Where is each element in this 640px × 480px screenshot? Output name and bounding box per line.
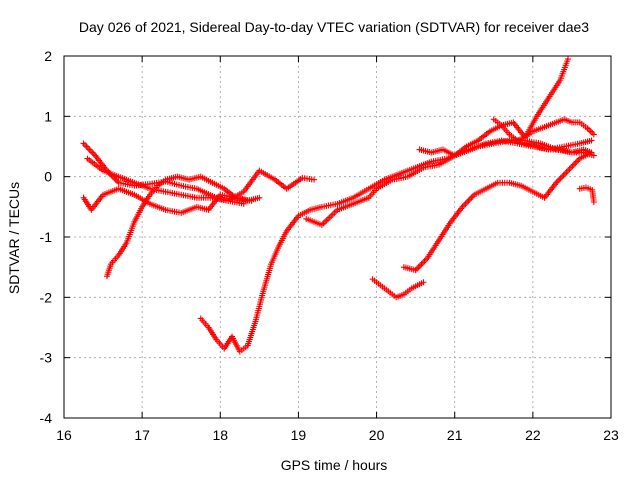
x-tick-label: 16: [56, 427, 72, 443]
axis-tick-labels: 16 17 18 19 20 21 22 23 -4 -3 -2 -1 0 1 2: [40, 48, 619, 443]
y-tick-label: 1: [44, 108, 52, 124]
series-track-h: [400, 149, 595, 274]
series-track-k: [522, 140, 597, 159]
x-tick-label: 18: [212, 427, 228, 443]
series-track-l: [576, 184, 597, 206]
x-tick-label: 21: [447, 427, 463, 443]
data-point: [256, 194, 263, 201]
axis-ticks: [63, 55, 612, 419]
x-tick-label: 17: [134, 427, 150, 443]
series-track-g: [369, 276, 427, 301]
series-track-j: [490, 116, 597, 144]
y-tick-label: -1: [40, 229, 53, 245]
x-tick-label: 23: [603, 427, 619, 443]
data-point: [590, 199, 597, 206]
data-point: [565, 56, 572, 63]
x-axis-label: GPS time / hours: [281, 457, 388, 473]
series-track-c: [84, 155, 247, 207]
y-tick-label: 2: [44, 48, 52, 64]
y-tick-label: 0: [44, 169, 52, 185]
y-tick-label: -4: [40, 410, 53, 426]
y-tick-label: -2: [40, 289, 53, 305]
x-tick-label: 22: [525, 427, 541, 443]
x-tick-label: 20: [369, 427, 385, 443]
series-track-a: [80, 140, 318, 204]
data-point: [311, 176, 318, 183]
x-tick-label: 19: [291, 427, 307, 443]
data-point: [590, 131, 597, 138]
data-point: [588, 137, 595, 144]
data-point: [420, 279, 427, 286]
grid-lines: [64, 56, 611, 418]
chart-title: Day 026 of 2021, Sidereal Day-to-day VTE…: [79, 19, 589, 35]
data-points: [80, 56, 597, 355]
y-axis-label: SDTVAR / TECUs: [6, 182, 22, 294]
series-track-d: [103, 173, 263, 280]
data-point: [590, 152, 597, 159]
y-tick-label: -3: [40, 350, 53, 366]
